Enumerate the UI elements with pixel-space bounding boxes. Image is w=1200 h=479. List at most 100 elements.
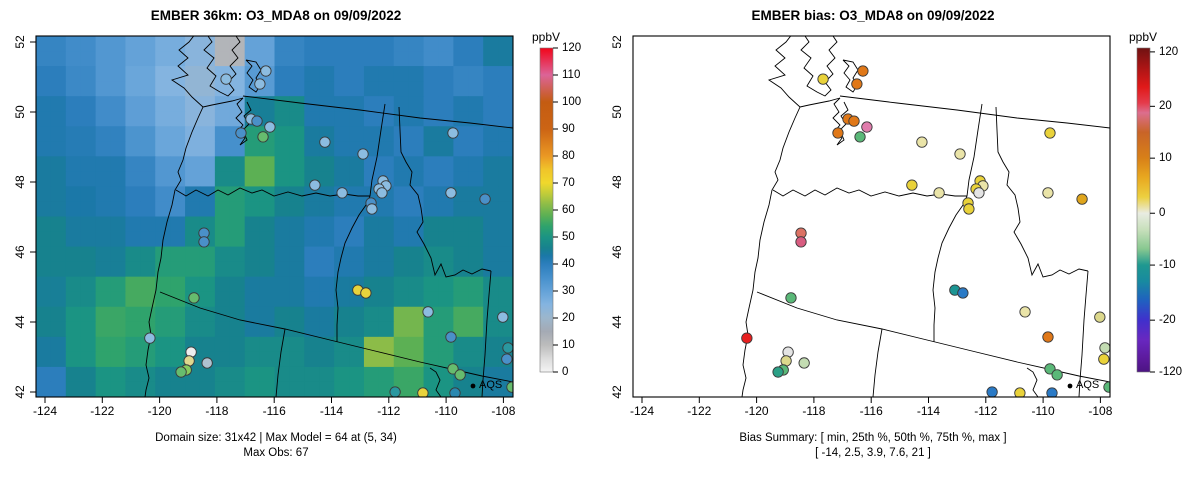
obs-colorbar-tick-label: 50 [562, 231, 575, 243]
x-tick-label: -108 [491, 404, 516, 418]
station-marker [1103, 381, 1110, 393]
model-caption-line1: Domain size: 31x42 | Max Model = 64 at (… [155, 432, 397, 444]
y-tick-label: 48 [13, 175, 27, 189]
station-marker [251, 115, 263, 127]
bias-station-markers [741, 65, 1110, 397]
obs-colorbar-tick-label: 60 [562, 204, 575, 216]
station-marker [986, 386, 998, 397]
x-tick-label: -116 [859, 404, 883, 418]
x-tick-label: -108 [1088, 404, 1113, 418]
y-tick-label: 48 [610, 175, 624, 189]
y-tick-label: 52 [610, 35, 624, 49]
bias-colorbar-tick-label: -20 [1159, 314, 1176, 327]
obs-colorbar-tick-label: 120 [562, 42, 582, 54]
bias-caption-line2: [ -14, 2.5, 3.9, 7.6, 21 ] [815, 447, 931, 459]
station-marker [336, 187, 348, 199]
station-marker [832, 127, 844, 139]
x-tick-label: -112 [377, 404, 401, 418]
x-tick-label: -120 [744, 404, 769, 418]
station-marker [916, 136, 928, 148]
x-tick-label: -124 [629, 404, 655, 418]
station-marker [772, 366, 784, 378]
station-marker [260, 65, 272, 77]
bias-colorbar-tick-label: -120 [1159, 366, 1183, 378]
model-map-panel [30, 35, 558, 403]
station-marker [357, 148, 369, 160]
outline-id_mt_divide [398, 106, 492, 278]
y-tick-label: 44 [13, 315, 27, 329]
obs-colorbar-tick-label: 90 [562, 123, 575, 135]
obs-colorbar-tick-label: 30 [562, 285, 575, 297]
aqs-legend-dot [470, 383, 476, 389]
station-marker [445, 331, 457, 343]
obs-colorbar-tick-label: 70 [562, 177, 575, 189]
obs-colorbar-title: ppbV [532, 30, 561, 44]
aqs-legend-dot [1067, 383, 1073, 389]
outline-strait [799, 97, 841, 108]
station-marker [1098, 353, 1110, 365]
station-marker [201, 357, 213, 369]
obs-colorbar-tick-label: 40 [562, 258, 575, 270]
station-marker [741, 332, 753, 344]
obs-colorbar-tick-label: 110 [562, 69, 581, 81]
station-marker [188, 292, 200, 304]
outline-wa_or_columbia [175, 187, 370, 197]
station-marker [501, 353, 513, 365]
station-marker [785, 292, 797, 304]
model-raster [36, 36, 513, 397]
x-tick-label: -114 [916, 404, 941, 418]
station-marker [235, 127, 247, 139]
station-marker [1044, 363, 1056, 375]
x-tick-label: -124 [32, 404, 58, 418]
station-marker [1046, 387, 1058, 397]
outline-ca_nv [275, 328, 286, 397]
station-marker [1099, 342, 1110, 354]
outline-border49 [839, 95, 1110, 129]
station-marker [502, 342, 513, 354]
station-marker [1051, 369, 1063, 381]
outline-islands1 [800, 36, 838, 97]
station-marker [1014, 387, 1026, 397]
outline-coast [741, 36, 801, 397]
station-marker [417, 387, 429, 397]
station-marker [817, 73, 829, 85]
station-marker [257, 131, 269, 143]
bias-colorbar-tick-label: 10 [1159, 152, 1172, 165]
outline-wa_or_columbia [772, 187, 967, 197]
outline-islands2 [245, 59, 262, 93]
station-marker [963, 203, 975, 215]
model-aqs-legend-label: AQS [479, 379, 503, 391]
x-tick-label: -110 [434, 404, 458, 418]
station-marker [933, 187, 945, 199]
station-marker [798, 357, 810, 369]
plot-frame [632, 35, 1111, 398]
y-tick-label: 50 [610, 105, 624, 119]
station-marker [1094, 311, 1106, 323]
obs-colorbar [539, 47, 554, 373]
obs-station-markers [144, 65, 513, 397]
outline-strait [202, 97, 244, 108]
bias-colorbar-tick-label: -10 [1159, 259, 1176, 272]
x-tick-label: -122 [90, 404, 115, 418]
station-marker [360, 287, 372, 299]
outline-wa_id_snake [932, 103, 983, 342]
outline-islands1 [203, 36, 241, 97]
bias-colorbar-title: ppbV [1129, 30, 1158, 44]
y-tick-label: 52 [13, 35, 27, 49]
x-tick-label: -122 [687, 404, 712, 418]
bias-colorbar-tick-label: 20 [1159, 100, 1172, 113]
x-tick-label: -114 [319, 404, 344, 418]
station-marker [957, 287, 969, 299]
station-marker [309, 179, 321, 191]
outline-id_wy [481, 270, 492, 397]
station-marker [954, 148, 966, 160]
station-marker [479, 193, 491, 205]
station-marker [497, 311, 509, 323]
station-marker [422, 306, 434, 318]
outline-border42 [756, 291, 1110, 383]
station-marker [447, 127, 459, 139]
station-marker [144, 332, 156, 344]
y-tick-label: 46 [610, 245, 624, 259]
station-marker [857, 65, 869, 77]
